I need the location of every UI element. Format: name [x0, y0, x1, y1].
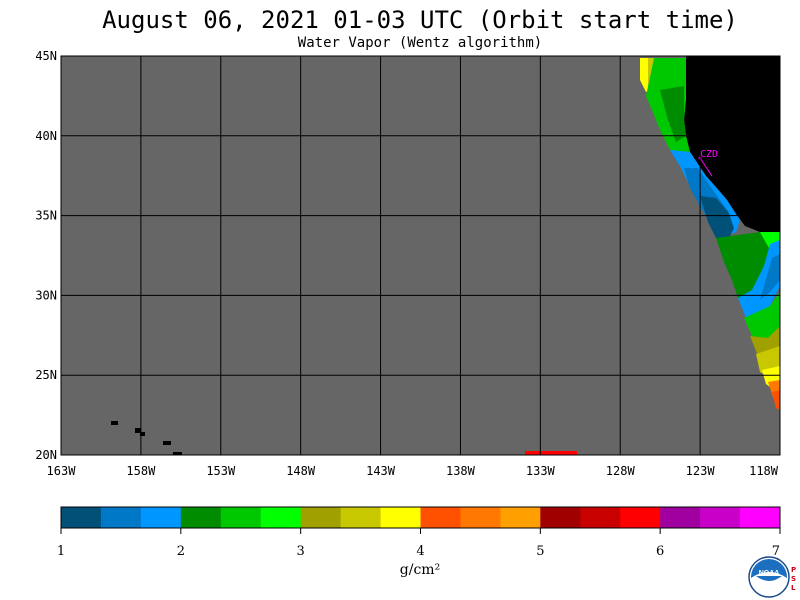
colorbar-cell [140, 507, 182, 528]
colorbar-cell [700, 507, 741, 528]
colorbar-cell [620, 507, 661, 528]
psl-letter-s: S [791, 575, 797, 583]
colorbar-tick-label: 5 [536, 544, 544, 559]
map-plot-area: CZD [60, 55, 781, 456]
colorbar-tick-label: 1 [57, 544, 65, 559]
colorbar-cell [61, 507, 102, 528]
colorbar-cell [220, 507, 262, 528]
map-subtitle: Water Vapor (Wentz algorithm) [297, 35, 543, 51]
noaa-logo: NOAA [748, 556, 790, 598]
lon-label: 153W [206, 464, 236, 478]
lon-label: 118W [749, 464, 779, 478]
lon-label: 148W [286, 464, 316, 478]
colorbar-units: g/cm² [399, 562, 441, 578]
colorbar-cell [180, 507, 222, 528]
psl-letter-p: P [791, 566, 797, 574]
lat-label: 30N [35, 288, 57, 302]
colorbar-cell [540, 507, 581, 528]
colorbar-cell [260, 507, 302, 528]
lat-label: 35N [35, 209, 57, 223]
colorbar-cell [340, 507, 382, 528]
colorbar-cell [740, 507, 781, 528]
psl-letter-l: L [791, 584, 796, 592]
latitude-labels: 45N 40N 35N 30N 25N 20N [35, 49, 57, 462]
colorbar-tick-label: 6 [656, 544, 664, 559]
lon-label: 138W [446, 464, 476, 478]
colorbar-cell [460, 507, 501, 528]
station-label: CZD [700, 149, 718, 160]
lon-label: 133W [526, 464, 556, 478]
lon-label: 143W [366, 464, 396, 478]
lat-label: 25N [35, 368, 57, 382]
colorbar-cell [300, 507, 342, 528]
lon-label: 123W [686, 464, 716, 478]
colorbar-cell [660, 507, 701, 528]
lon-label: 163W [47, 464, 77, 478]
lon-label: 128W [606, 464, 636, 478]
water-vapor-swath [640, 58, 780, 410]
colorbar-cell [100, 507, 142, 528]
colorbar-tick-label: 7 [772, 544, 780, 559]
colorbar-tick-label: 3 [297, 544, 305, 559]
lat-label: 45N [35, 49, 57, 63]
hawaiian-islands [111, 421, 182, 455]
map-border [60, 55, 781, 456]
lon-label: 158W [126, 464, 156, 478]
red-feature [525, 451, 577, 455]
colorbar-cell [380, 507, 421, 528]
lat-label: 20N [35, 448, 57, 462]
colorbar-tick-label: 4 [416, 544, 424, 559]
colorbar-cell [500, 507, 541, 528]
map-grid [61, 56, 780, 455]
colorbar-tick-label: 2 [177, 544, 185, 559]
colorbar-cell [420, 507, 461, 528]
colorbar: 1 2 3 4 5 6 7 [57, 506, 781, 559]
longitude-labels: 163W 158W 153W 148W 143W 138W 133W 128W 123W 118W [47, 464, 779, 478]
map-title: August 06, 2021 01-03 UTC (Orbit start t… [102, 6, 738, 34]
colorbar-cell [580, 507, 621, 528]
noaa-logo-text: NOAA [759, 570, 780, 577]
land-mass [684, 56, 780, 232]
lat-label: 40N [35, 129, 57, 143]
